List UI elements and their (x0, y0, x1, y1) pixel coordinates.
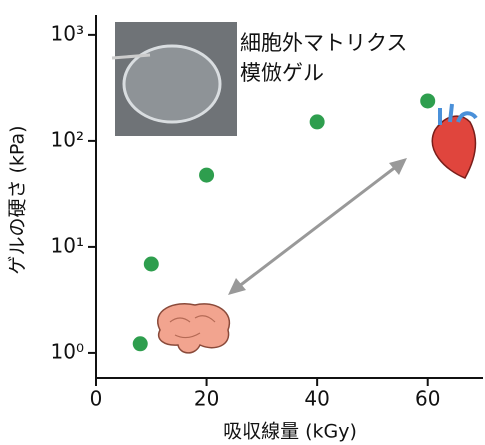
x-axis-label: 吸収線量 (kGy) (223, 421, 357, 443)
annotation: 細胞外マトリクス (240, 31, 407, 55)
point (420, 93, 435, 108)
trend-arrow (228, 158, 407, 295)
x-tick-label: 60 (415, 387, 440, 411)
brain-icon (158, 304, 230, 353)
y-tick-label: 10³ (51, 21, 84, 45)
annotation: 模倣ゲル (240, 61, 324, 85)
heart-icon (432, 104, 476, 178)
point (144, 256, 159, 271)
y-tick-label: 10² (51, 127, 84, 151)
y-tick-label: 10¹ (51, 233, 84, 257)
chart: 細胞外マトリクス 模倣ゲル 吸収線量 (kGy) ゲルの硬さ (kPa) 0 20… (0, 0, 485, 445)
x-tick-label: 20 (194, 387, 219, 411)
gel-photo (112, 22, 237, 136)
y-tick-label: 10⁰ (51, 339, 84, 363)
x-tick-label: 0 (90, 387, 103, 411)
x-tick-label: 40 (304, 387, 329, 411)
point (133, 336, 148, 351)
y-axis-label: ゲルの硬さ (kPa) (7, 125, 29, 274)
point (199, 168, 214, 183)
point (310, 114, 325, 129)
